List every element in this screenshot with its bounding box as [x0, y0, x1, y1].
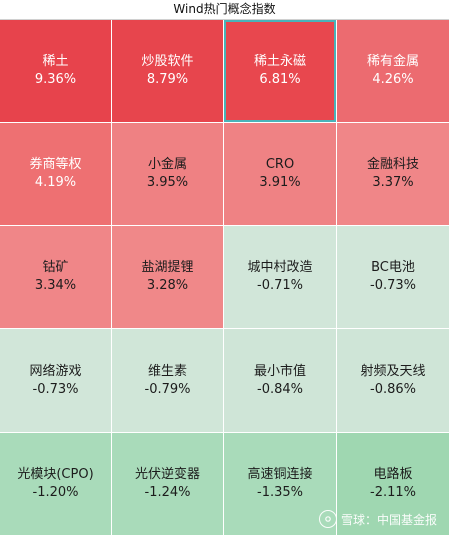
tile-13[interactable]: 维生素-0.79%	[112, 329, 223, 432]
tile-14[interactable]: 最小市值-0.84%	[224, 329, 336, 432]
tile-change: 6.81%	[259, 71, 300, 89]
tile-name: 钴矿	[42, 259, 68, 277]
tile-change: 3.28%	[147, 277, 188, 295]
tile-name: 稀土永磁	[254, 53, 306, 71]
heatmap-title: Wind热门概念指数	[0, 0, 449, 20]
tile-change: -1.24%	[145, 484, 191, 502]
tile-name: BC电池	[371, 259, 415, 277]
tile-change: -1.35%	[257, 484, 303, 502]
tile-15[interactable]: 射频及天线-0.86%	[337, 329, 449, 432]
tile-name: 维生素	[148, 363, 187, 381]
tile-name: 金融科技	[367, 156, 419, 174]
tile-name: 城中村改造	[247, 259, 312, 277]
tile-change: 3.34%	[35, 277, 76, 295]
tile-17[interactable]: 光伏逆变器-1.24%	[112, 433, 223, 535]
tile-change: 4.19%	[35, 174, 76, 192]
tile-change: -0.73%	[370, 277, 416, 295]
watermark-text: 雪球：中国基金报	[341, 511, 437, 528]
tile-name: 高速铜连接	[247, 466, 312, 484]
tile-change: -0.73%	[33, 381, 79, 399]
tile-change: -1.20%	[33, 484, 79, 502]
tile-change: -0.79%	[145, 381, 191, 399]
tile-11[interactable]: BC电池-0.73%	[337, 226, 449, 328]
tile-12[interactable]: 网络游戏-0.73%	[0, 329, 111, 432]
tile-name: 电路板	[373, 466, 412, 484]
tile-name: 盐湖提锂	[141, 259, 193, 277]
tile-name: 最小市值	[254, 363, 306, 381]
tile-name: 网络游戏	[29, 363, 81, 381]
tile-change: -2.11%	[370, 484, 416, 502]
tile-name: 光伏逆变器	[135, 466, 200, 484]
tile-name: 小金属	[148, 156, 187, 174]
tile-change: 9.36%	[35, 71, 76, 89]
tile-name: 射频及天线	[360, 363, 425, 381]
tile-change: -0.71%	[257, 277, 303, 295]
tile-name: 稀有金属	[367, 53, 419, 71]
tile-change: -0.86%	[370, 381, 416, 399]
tile-name: 炒股软件	[141, 53, 193, 71]
tile-change: -0.84%	[257, 381, 303, 399]
tile-name: CRO	[266, 156, 294, 174]
tile-change: 3.91%	[259, 174, 300, 192]
tile-change: 8.79%	[147, 71, 188, 89]
tile-name: 光模块(CPO)	[17, 466, 93, 484]
tile-name: 稀土	[42, 53, 68, 71]
tile-name: 券商等权	[29, 156, 81, 174]
source-watermark: 雪球：中国基金报	[319, 510, 437, 528]
tile-change: 4.26%	[372, 71, 413, 89]
tile-change: 3.37%	[372, 174, 413, 192]
tile-change: 3.95%	[147, 174, 188, 192]
tile-10[interactable]: 城中村改造-0.71%	[224, 226, 336, 328]
tile-16[interactable]: 光模块(CPO)-1.20%	[0, 433, 111, 535]
snowball-logo-icon	[319, 510, 337, 528]
